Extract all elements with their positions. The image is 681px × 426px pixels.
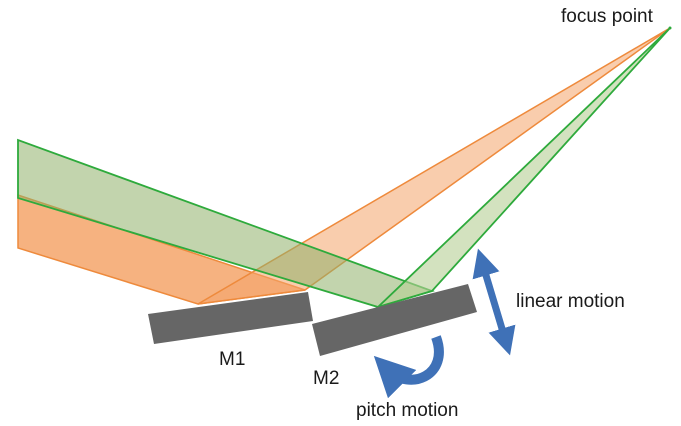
focus-point-marker	[668, 26, 672, 30]
focus-point-label: focus point	[561, 6, 654, 27]
pitch-motion-arrow	[373, 335, 444, 399]
mirror1-label: M1	[219, 349, 245, 370]
orange-reflected-beam	[197, 27, 671, 305]
linear-motion-arrow	[472, 248, 516, 356]
mirror-m2	[312, 284, 477, 356]
mirror2-label: M2	[313, 368, 339, 389]
mirror-m1	[148, 292, 313, 344]
linear-motion-label: linear motion	[516, 291, 625, 312]
green-reflected-beam	[377, 27, 671, 308]
pitch-motion-label: pitch motion	[356, 400, 458, 421]
